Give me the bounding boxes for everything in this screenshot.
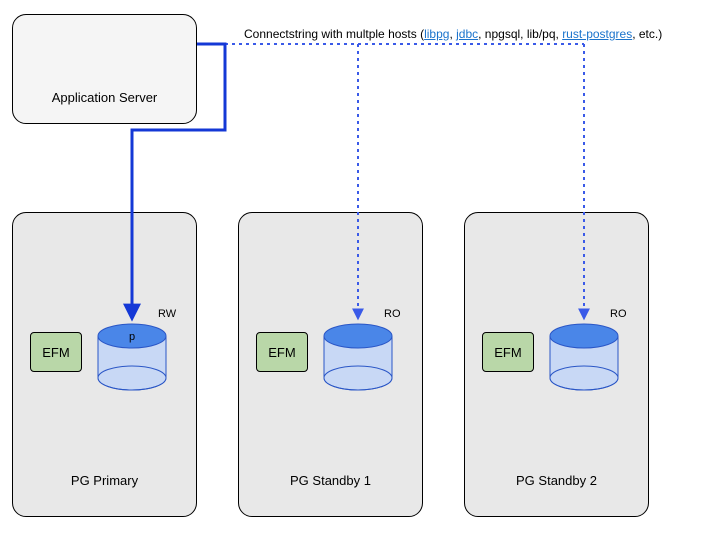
link-libpg[interactable]: libpg <box>424 27 449 41</box>
pg-primary-title: PG Primary <box>13 473 196 488</box>
pg-standby2-mode: RO <box>610 308 627 320</box>
connectstring-caption: Connectstring with multple hosts (libpg,… <box>244 27 662 41</box>
efm-primary: EFM <box>30 332 82 372</box>
pg-standby2-title: PG Standby 2 <box>465 473 648 488</box>
caption-suffix: , etc.) <box>632 27 662 41</box>
efm-standby1: EFM <box>256 332 308 372</box>
caption-prefix: Connectstring with multple hosts ( <box>244 27 424 41</box>
caption-sep-2: , npgsql, lib/pq, <box>478 27 562 41</box>
efm-standby2-label: EFM <box>494 345 521 360</box>
efm-standby1-label: EFM <box>268 345 295 360</box>
app-server-label: Application Server <box>13 90 196 105</box>
efm-standby2: EFM <box>482 332 534 372</box>
link-jdbc[interactable]: jdbc <box>456 27 478 41</box>
link-rust-postgres[interactable]: rust-postgres <box>562 27 632 41</box>
pg-primary-mode: RW <box>158 308 176 320</box>
efm-primary-label: EFM <box>42 345 69 360</box>
pg-standby1-title: PG Standby 1 <box>239 473 422 488</box>
app-server-box: Application Server <box>12 14 197 124</box>
pg-standby1-mode: RO <box>384 308 401 320</box>
